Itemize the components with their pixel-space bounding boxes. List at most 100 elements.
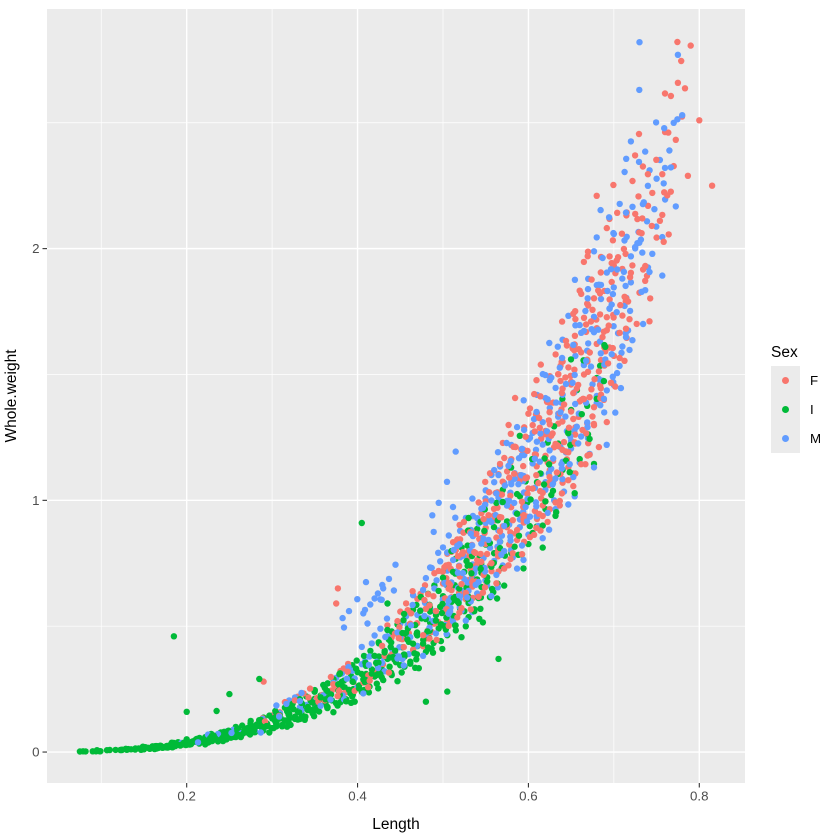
data-point xyxy=(459,569,467,577)
data-point xyxy=(600,377,608,385)
data-point xyxy=(347,699,355,706)
data-point xyxy=(511,543,518,550)
data-point xyxy=(378,674,385,681)
data-point xyxy=(213,707,220,715)
data-point xyxy=(237,733,244,741)
data-point xyxy=(644,202,652,209)
data-point xyxy=(590,404,598,411)
data-point xyxy=(577,461,585,468)
data-point xyxy=(493,571,500,579)
data-point xyxy=(627,138,635,145)
data-point xyxy=(588,276,595,283)
data-point xyxy=(511,499,518,507)
data-point xyxy=(552,351,559,358)
data-point xyxy=(600,328,608,335)
data-point xyxy=(495,655,502,663)
data-point xyxy=(445,622,452,629)
data-point xyxy=(708,182,716,189)
data-point xyxy=(291,715,299,723)
data-point xyxy=(531,428,538,435)
data-point xyxy=(353,657,360,664)
data-point xyxy=(501,565,508,572)
data-point xyxy=(227,734,235,741)
data-point xyxy=(437,558,444,565)
data-point xyxy=(639,320,647,328)
data-point xyxy=(565,312,572,319)
data-point xyxy=(433,577,440,584)
data-point xyxy=(381,649,388,656)
data-point xyxy=(375,685,382,692)
legend-label: I xyxy=(810,402,814,417)
data-point xyxy=(472,581,479,588)
data-point xyxy=(501,522,508,530)
data-point xyxy=(649,189,656,197)
data-point xyxy=(488,585,496,593)
data-point xyxy=(330,709,337,716)
data-point xyxy=(450,595,457,602)
data-point xyxy=(469,495,476,502)
data-point xyxy=(499,498,506,506)
data-point xyxy=(632,210,639,218)
data-point xyxy=(696,117,703,124)
data-point xyxy=(513,510,521,517)
data-point xyxy=(626,346,633,354)
data-point xyxy=(481,584,489,591)
data-point xyxy=(513,526,521,534)
legend: Sex FIM xyxy=(771,344,821,453)
plot-panel xyxy=(47,9,745,783)
data-point xyxy=(603,387,610,394)
data-point xyxy=(364,620,371,627)
data-point xyxy=(488,560,495,567)
data-point xyxy=(570,473,577,481)
data-point xyxy=(266,729,273,736)
data-point xyxy=(571,276,579,283)
data-point xyxy=(649,250,656,257)
data-point xyxy=(577,349,585,356)
data-point xyxy=(661,90,669,97)
data-point xyxy=(520,462,527,470)
data-point xyxy=(626,274,634,281)
data-point xyxy=(219,737,227,745)
data-point xyxy=(392,561,399,568)
data-point xyxy=(590,313,598,320)
data-point xyxy=(232,733,239,741)
data-point xyxy=(411,650,418,657)
data-point xyxy=(590,464,598,471)
data-point xyxy=(360,652,368,660)
data-point xyxy=(570,415,577,423)
data-point xyxy=(317,702,324,709)
data-point xyxy=(507,555,514,563)
data-point xyxy=(432,630,440,637)
data-point xyxy=(606,253,613,260)
data-point xyxy=(245,729,252,736)
data-point xyxy=(82,748,89,755)
data-point xyxy=(327,696,334,703)
data-point xyxy=(539,544,546,551)
data-point xyxy=(355,685,363,692)
data-point xyxy=(327,673,335,681)
data-point xyxy=(587,318,595,325)
legend-point xyxy=(782,377,789,384)
data-point xyxy=(445,597,452,605)
data-point xyxy=(571,366,578,373)
data-point xyxy=(422,574,430,582)
data-point xyxy=(384,600,391,607)
data-point xyxy=(505,462,512,469)
data-point xyxy=(360,610,367,617)
data-point xyxy=(572,315,579,323)
data-point xyxy=(468,570,475,577)
data-point xyxy=(593,192,600,199)
x-axis-title: Length xyxy=(372,816,419,833)
data-point xyxy=(646,318,653,325)
data-point xyxy=(653,175,660,182)
data-point xyxy=(635,193,642,200)
data-point xyxy=(571,371,578,379)
data-point xyxy=(368,640,375,647)
data-point xyxy=(330,681,337,688)
data-point xyxy=(462,623,469,630)
data-point xyxy=(430,593,437,600)
data-point xyxy=(580,327,588,335)
data-point xyxy=(572,322,579,329)
data-point xyxy=(475,593,482,600)
data-point xyxy=(384,626,391,634)
